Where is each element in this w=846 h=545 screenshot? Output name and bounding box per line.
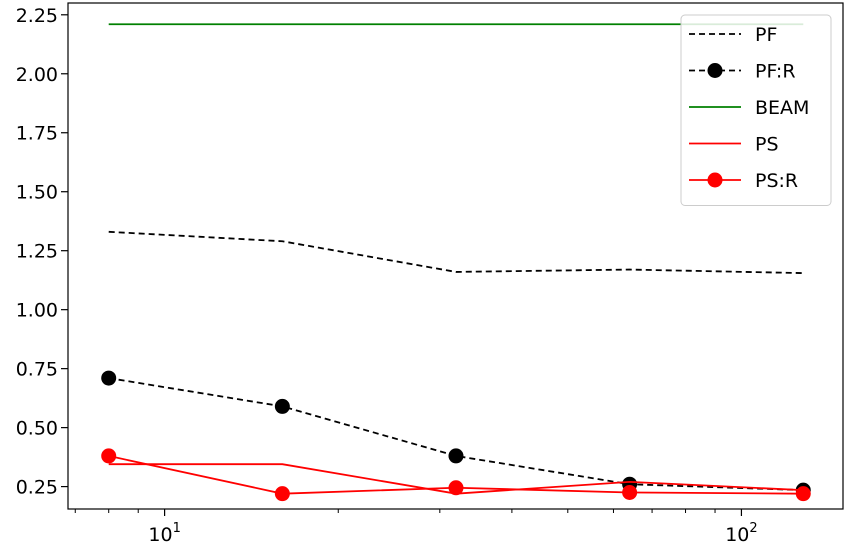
y-tick-label: 0.75 [16, 359, 58, 381]
data-point-ps-r [795, 486, 811, 502]
series-pf [108, 230, 804, 274]
data-point-pf-r [274, 398, 290, 414]
y-tick-label: 1.25 [16, 241, 58, 263]
series-pf-r [101, 370, 811, 498]
y-tick-label: 1.50 [16, 182, 58, 204]
legend-marker-pf-r [707, 63, 723, 78]
legend-marker-ps-r [707, 172, 723, 188]
series-line-pf-r [108, 377, 804, 492]
series-line-pf [108, 230, 804, 274]
y-tick-label: 0.50 [16, 418, 58, 440]
plot-area [67, 2, 844, 510]
data-point-pf-r [101, 370, 117, 386]
legend-label-ps: PS [755, 134, 779, 156]
y-tick-label: 2.25 [16, 5, 58, 27]
data-point-ps-r [448, 480, 464, 496]
x-tick-label: 102 [725, 521, 757, 545]
y-tick-label: 1.75 [16, 123, 58, 145]
y-tick-label: 1.00 [16, 300, 58, 322]
legend-label-ps-r: PS:R [755, 170, 798, 192]
data-point-pf-r [448, 448, 464, 464]
x-tick-label: 101 [148, 521, 180, 545]
series-ps-r [101, 448, 811, 502]
legend-label-beam: BEAM [755, 97, 809, 119]
y-tick-label: 0.25 [16, 477, 58, 499]
y-tick-label: 2.00 [16, 64, 58, 86]
data-point-ps-r [622, 484, 638, 500]
data-point-ps-r [101, 448, 117, 464]
data-point-ps-r [274, 486, 290, 502]
legend-label-pf: PF [755, 24, 777, 46]
series-layer [101, 23, 811, 502]
legend: PF PF:R BEAM PS PS:R [680, 14, 832, 206]
legend-label-pf-r: PF:R [755, 61, 796, 83]
y-axis: 0.25 0.50 0.75 1.00 1.25 1.50 1.75 2.00 2.25 [16, 5, 68, 499]
x-axis: 101 102 [74, 509, 758, 545]
plot-frame [67, 2, 844, 510]
legend-box [680, 14, 832, 206]
